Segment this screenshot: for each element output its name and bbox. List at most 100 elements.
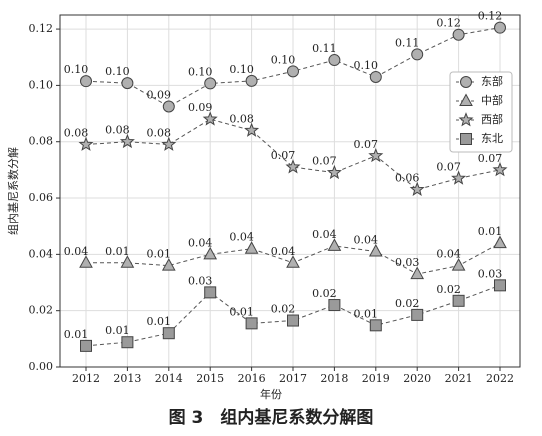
- point-label: 0.02: [312, 287, 337, 300]
- legend-label: 西部: [481, 112, 503, 126]
- point-label: 0.08: [147, 127, 172, 140]
- point-label: 0.06: [395, 172, 420, 185]
- x-axis-label: 年份: [260, 387, 282, 401]
- point-label: 0.02: [436, 283, 461, 296]
- marker: [244, 241, 259, 254]
- marker: [161, 258, 176, 271]
- marker: [459, 93, 473, 106]
- x-tick-label: 2018: [320, 372, 348, 385]
- marker: [120, 255, 135, 268]
- marker: [204, 286, 217, 299]
- y-tick-label: 0.12: [29, 22, 54, 35]
- x-tick-label: 2014: [155, 372, 183, 385]
- marker: [368, 243, 383, 257]
- marker: [80, 339, 92, 352]
- point-label: 0.01: [229, 305, 254, 318]
- x-tick-label: 2020: [403, 372, 431, 385]
- marker: [369, 319, 382, 332]
- point-label: 0.01: [354, 307, 379, 320]
- legend-label: 中部: [481, 93, 503, 107]
- marker: [493, 235, 507, 249]
- legend-box: [449, 71, 513, 153]
- y-tick-label: 0.10: [29, 78, 54, 91]
- marker: [326, 164, 342, 180]
- point-label: 0.10: [64, 63, 89, 76]
- point-label: 0.04: [436, 248, 461, 261]
- marker: [245, 317, 258, 330]
- y-tick-label: 0.04: [29, 247, 54, 260]
- marker: [162, 100, 175, 113]
- point-label: 0.07: [436, 160, 461, 173]
- x-tick-label: 2016: [238, 372, 266, 385]
- point-label: 0.10: [105, 65, 130, 78]
- point-label: 0.01: [478, 225, 503, 238]
- point-label: 0.11: [312, 42, 337, 55]
- point-label: 0.08: [229, 112, 254, 125]
- marker: [287, 314, 299, 327]
- point-label: 0.07: [478, 152, 503, 165]
- point-label: 0.12: [478, 10, 503, 23]
- point-label: 0.02: [271, 303, 296, 316]
- marker: [287, 65, 299, 78]
- point-label: 0.10: [188, 65, 213, 78]
- marker: [460, 76, 472, 88]
- point-label: 0.04: [271, 245, 296, 258]
- legend-label: 东部: [481, 74, 503, 88]
- marker: [460, 133, 472, 145]
- point-label: 0.08: [105, 124, 130, 137]
- marker: [452, 28, 465, 41]
- point-label: 0.12: [436, 17, 461, 30]
- point-label: 0.03: [478, 267, 503, 280]
- marker: [328, 299, 341, 312]
- point-label: 0.11: [395, 36, 420, 49]
- marker: [79, 255, 93, 268]
- marker: [121, 77, 134, 90]
- marker: [202, 111, 218, 126]
- point-label: 0.07: [354, 138, 379, 151]
- marker: [451, 170, 467, 185]
- legend-label: 东北: [481, 132, 503, 145]
- y-tick-label: 0.08: [29, 135, 54, 148]
- point-label: 0.09: [188, 101, 213, 114]
- point-label: 0.04: [188, 236, 213, 249]
- marker: [411, 48, 424, 61]
- point-label: 0.04: [229, 231, 254, 244]
- x-tick-label: 2015: [196, 372, 224, 385]
- point-label: 0.03: [188, 274, 213, 287]
- marker: [245, 74, 258, 87]
- chart-title: 图 3 组内基尼系数分解图: [169, 407, 374, 428]
- y-tick-label: 0.00: [29, 360, 54, 373]
- x-tick-label: 2017: [279, 372, 307, 385]
- marker: [203, 246, 218, 260]
- point-label: 0.01: [105, 324, 130, 337]
- marker: [328, 54, 341, 67]
- point-label: 0.01: [147, 248, 172, 261]
- x-tick-label: 2021: [445, 372, 473, 385]
- marker: [494, 279, 506, 292]
- point-label: 0.10: [354, 59, 379, 72]
- point-label: 0.04: [64, 245, 89, 258]
- marker: [286, 255, 300, 268]
- x-tick-label: 2013: [113, 372, 141, 385]
- marker: [492, 161, 508, 177]
- marker: [121, 336, 134, 349]
- marker: [452, 294, 465, 307]
- marker: [409, 181, 425, 196]
- marker: [80, 75, 92, 88]
- marker: [244, 122, 260, 137]
- y-tick-label: 0.06: [29, 191, 54, 204]
- marker: [327, 238, 342, 251]
- marker: [494, 21, 506, 34]
- point-label: 0.04: [312, 228, 337, 241]
- point-label: 0.02: [395, 297, 420, 310]
- point-label: 0.09: [147, 89, 172, 102]
- point-label: 0.01: [105, 245, 130, 258]
- marker: [119, 133, 135, 149]
- point-label: 0.01: [64, 328, 89, 341]
- point-label: 0.01: [147, 315, 172, 328]
- x-tick-label: 2019: [362, 372, 390, 385]
- marker: [161, 136, 177, 151]
- marker: [410, 266, 425, 280]
- point-label: 0.03: [395, 256, 420, 269]
- marker: [411, 308, 424, 321]
